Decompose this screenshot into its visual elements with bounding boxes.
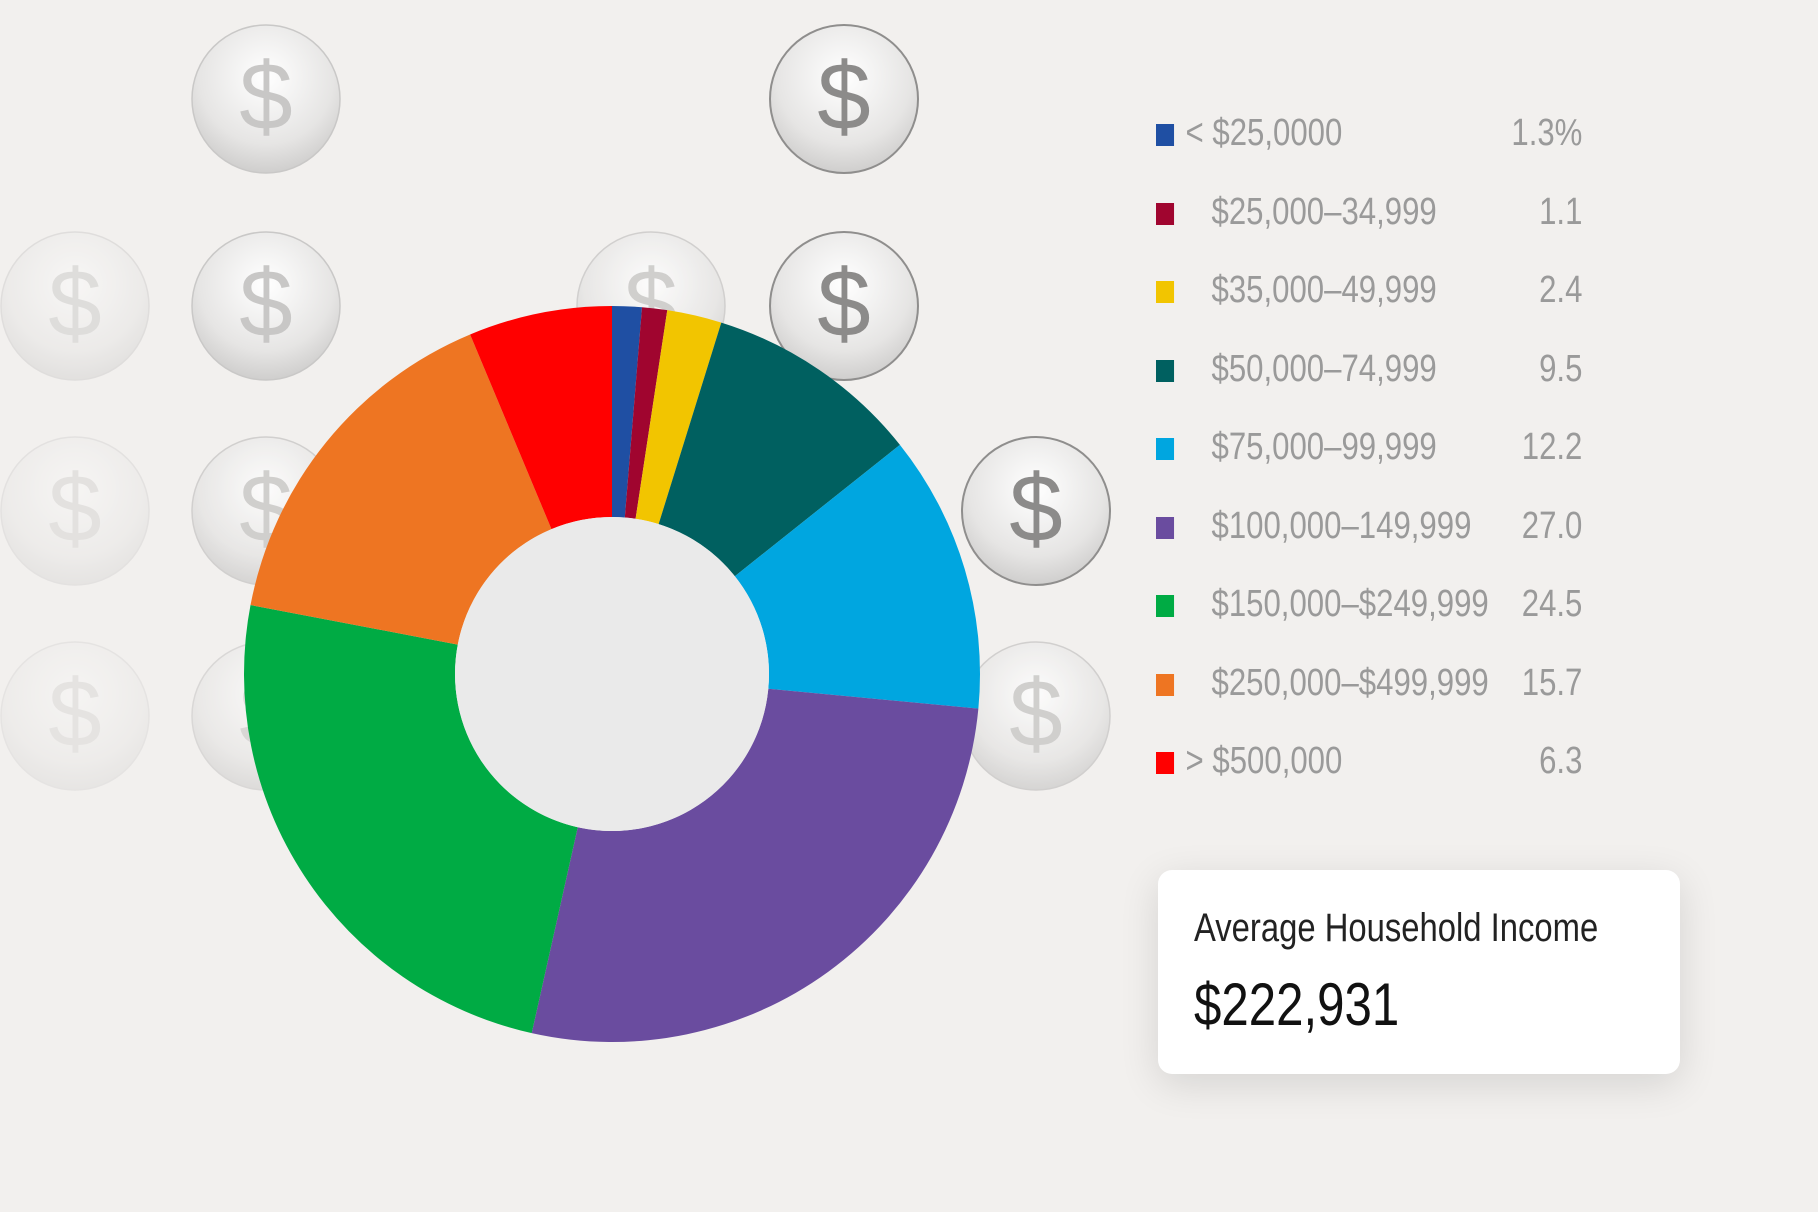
- donut-slice: [243, 605, 578, 1034]
- dollar-coin-icon: $: [961, 641, 1111, 791]
- svg-text:$: $: [1009, 455, 1062, 562]
- dollar-coin-icon: $: [0, 641, 150, 791]
- legend-item: $50,000–74,999 9.5: [1156, 340, 1582, 400]
- legend-label: $25,000–34,999: [1185, 190, 1437, 233]
- legend-value: 2.4: [1539, 269, 1583, 311]
- legend-value: 1.1: [1539, 190, 1583, 233]
- legend-label: $250,000–$499,999: [1185, 661, 1489, 704]
- legend-value: 6.3: [1539, 740, 1583, 782]
- donut-slice: [531, 688, 979, 1042]
- dollar-coin-icon: $: [0, 231, 150, 381]
- legend-item: $100,000–149,999 27.0: [1156, 497, 1582, 557]
- svg-text:$: $: [239, 43, 292, 150]
- legend-swatch: [1156, 752, 1175, 774]
- svg-text:$: $: [48, 660, 101, 767]
- donut-slice: [734, 444, 980, 709]
- donut-slice: [470, 306, 612, 530]
- legend-label: $100,000–149,999: [1185, 504, 1472, 547]
- legend-swatch: [1156, 281, 1175, 303]
- svg-text:$: $: [1009, 660, 1062, 767]
- svg-text:$: $: [239, 250, 292, 357]
- svg-text:$: $: [817, 250, 870, 357]
- legend-item: $75,000–99,999 12.2: [1156, 418, 1582, 478]
- legend-item: $25,000–34,999 1.1: [1156, 183, 1582, 243]
- dollar-coin-icon: $: [769, 24, 919, 174]
- svg-text:$: $: [48, 250, 101, 357]
- legend-label: $35,000–49,999: [1185, 269, 1437, 311]
- legend-item: > $500,000 6.3: [1156, 732, 1582, 792]
- dollar-coin-icon: $: [191, 231, 341, 381]
- legend-value: 27.0: [1521, 504, 1583, 547]
- legend-swatch: [1156, 359, 1175, 382]
- svg-text:$: $: [48, 455, 101, 562]
- average-income-card: Average Household Income $222,931: [1158, 870, 1680, 1074]
- donut-slice: [250, 334, 552, 645]
- legend-label: $50,000–74,999: [1185, 347, 1437, 390]
- legend-item: $250,000–$499,999 15.7: [1156, 654, 1582, 714]
- legend-value: 12.2: [1521, 426, 1583, 468]
- legend-swatch: [1156, 438, 1175, 460]
- legend-swatch: [1156, 516, 1175, 539]
- average-income-value: $222,931: [1194, 971, 1400, 1038]
- legend-swatch: [1156, 673, 1175, 696]
- legend-value: 15.7: [1521, 661, 1583, 704]
- legend-value: 9.5: [1539, 347, 1583, 390]
- legend-label: $150,000–$249,999: [1185, 583, 1489, 625]
- legend-swatch: [1156, 595, 1175, 617]
- legend-item: $150,000–$249,999 24.5: [1156, 575, 1582, 635]
- dollar-coin-icon: $: [961, 436, 1111, 586]
- donut-slice: [635, 310, 722, 525]
- average-income-title: Average Household Income: [1194, 906, 1599, 950]
- legend-item: < $25,0000 1.3%: [1156, 104, 1582, 164]
- dollar-coin-icon: $: [769, 231, 919, 381]
- svg-text:$: $: [817, 43, 870, 150]
- legend-label: $75,000–99,999: [1185, 426, 1437, 468]
- legend-value: 1.3%: [1511, 112, 1583, 154]
- donut-slice: [624, 307, 668, 519]
- legend-value: 24.5: [1521, 583, 1583, 625]
- donut-slice: [612, 306, 643, 518]
- donut-slice: [658, 322, 900, 577]
- legend-item: $35,000–49,999 2.4: [1156, 261, 1582, 321]
- legend-swatch: [1156, 124, 1175, 146]
- legend-label: < $25,0000: [1185, 112, 1343, 154]
- legend-swatch: [1156, 202, 1175, 225]
- donut-hole: [455, 517, 769, 831]
- legend-label: > $500,000: [1185, 740, 1343, 782]
- dollar-coin-icon: $: [191, 24, 341, 174]
- dollar-coin-icon: $: [0, 436, 150, 586]
